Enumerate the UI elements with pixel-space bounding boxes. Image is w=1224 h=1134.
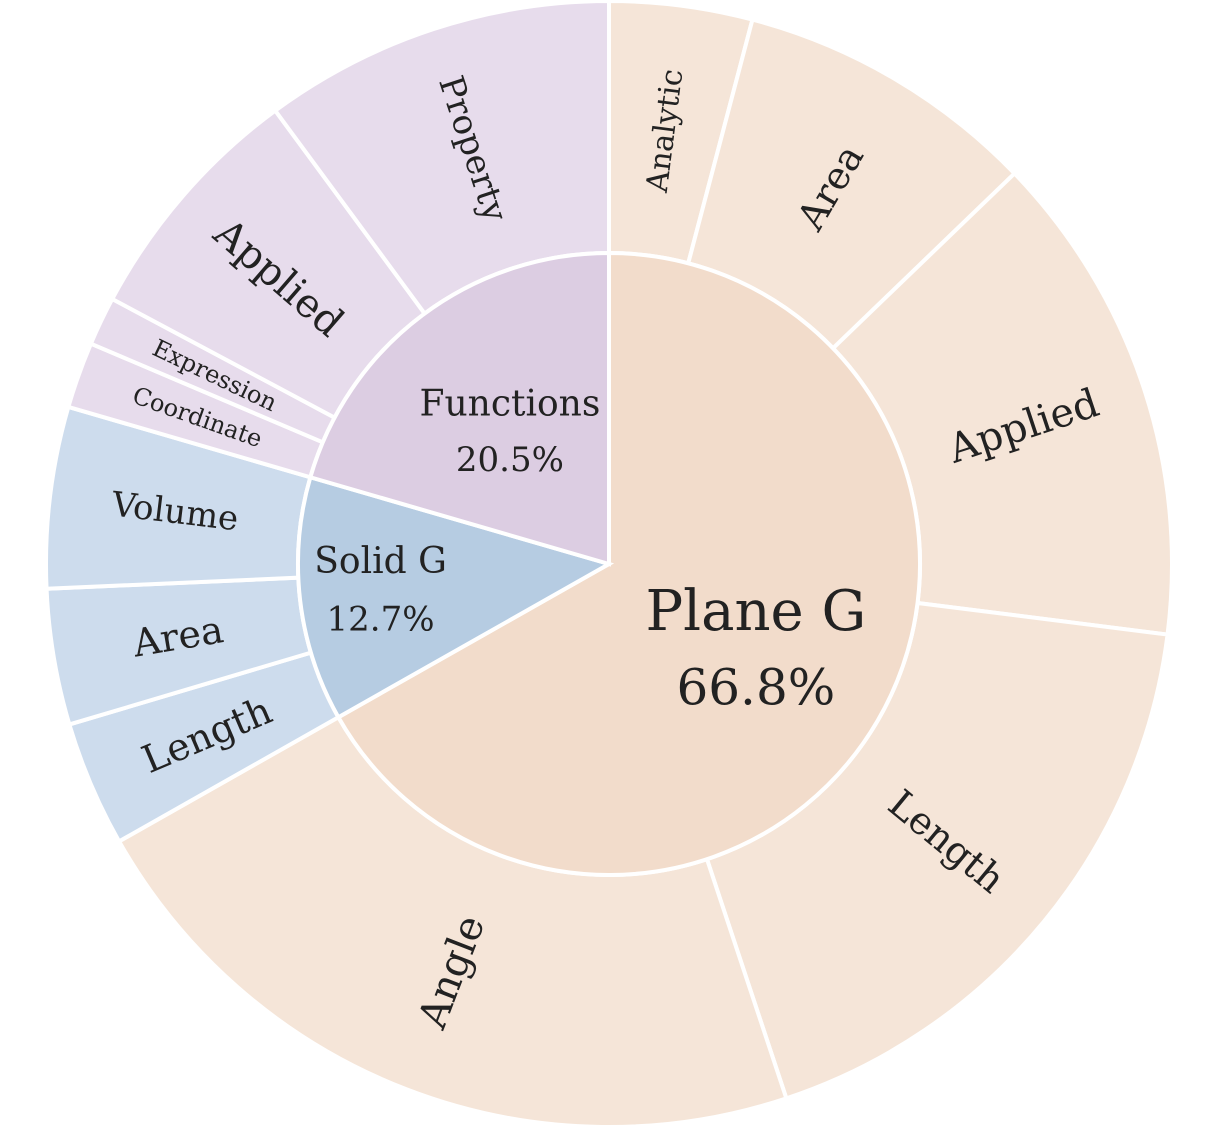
inner-percent-functions: 20.5% — [456, 440, 564, 480]
inner-label-functions: Functions — [420, 384, 601, 425]
inner-label-solid-g: Solid G — [314, 541, 447, 582]
inner-label-plane-g: Plane G — [646, 579, 867, 644]
inner-percent-solid-g: 12.7% — [327, 600, 435, 640]
inner-segment-plane-g — [335, 250, 922, 877]
inner-segment-solid-g — [296, 474, 615, 720]
inner-percent-plane-g: 66.8% — [676, 659, 835, 717]
inner-ring — [296, 250, 922, 877]
inner-segment-functions — [307, 250, 611, 567]
